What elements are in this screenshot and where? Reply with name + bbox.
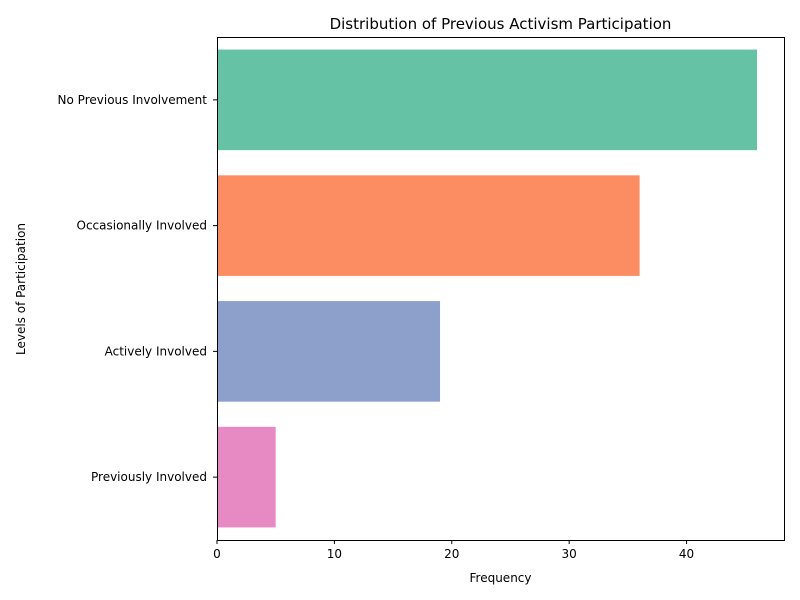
- x-tick-label: 0: [213, 547, 221, 561]
- y-axis-label: Levels of Participation: [14, 223, 28, 355]
- bar: [217, 49, 757, 151]
- bars: [217, 49, 757, 528]
- x-tick-label: 20: [444, 547, 459, 561]
- bar: [217, 426, 276, 528]
- x-axis-ticks: 0 10 20 30 40: [213, 540, 694, 561]
- x-tick-label: 40: [679, 547, 694, 561]
- x-tick-label: 30: [562, 547, 577, 561]
- y-tick-label: No Previous Involvement: [58, 93, 208, 107]
- y-tick-label: Previously Involved: [91, 470, 207, 484]
- bar: [217, 301, 441, 402]
- y-axis-ticks: No Previous Involvement Occasionally Invo…: [58, 93, 217, 484]
- x-axis-label: Frequency: [470, 571, 532, 585]
- y-tick-label: Occasionally Involved: [77, 219, 208, 233]
- bar: [217, 175, 640, 276]
- y-tick-label: Actively Involved: [105, 344, 207, 358]
- chart-title: Distribution of Previous Activism Partic…: [330, 15, 672, 33]
- x-tick-label: 10: [327, 547, 342, 561]
